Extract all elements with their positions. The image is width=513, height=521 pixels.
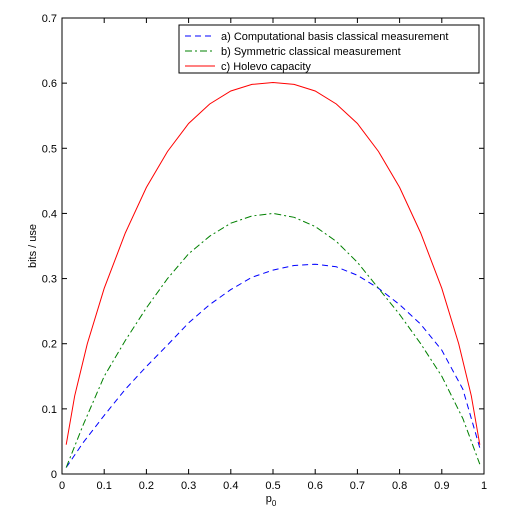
x-tick-label: 0 (59, 480, 65, 492)
x-tick-label: 0.8 (392, 480, 407, 492)
x-tick-label: 0.9 (434, 480, 449, 492)
x-tick-label: 0.1 (97, 480, 112, 492)
x-axis-label-subscript: 0 (272, 499, 277, 508)
y-axis-label: bits / use (27, 224, 39, 268)
series-line-2 (65, 212, 481, 468)
y-axis: 0 0.1 0.2 0.3 0.4 0.5 0.6 0.7 (42, 13, 484, 481)
legend: a) Computational basis classical measure… (178, 24, 480, 74)
x-tick-label: 0.3 (181, 480, 196, 492)
plot-area (61, 17, 485, 475)
y-tick-label: 0 (51, 469, 57, 481)
y-tick-label: 0.1 (42, 404, 57, 416)
x-tick-label: 0.6 (308, 480, 323, 492)
series-layer (65, 81, 481, 468)
y-tick-label: 0.4 (42, 208, 57, 220)
x-tick-label: 0.4 (223, 480, 238, 492)
y-tick-label: 0.7 (42, 13, 57, 25)
y-tick-label: 0.2 (42, 339, 57, 351)
x-tick-label: 1 (481, 480, 487, 492)
x-tick-label: 0.7 (350, 480, 365, 492)
y-tick-label: 0.5 (42, 143, 57, 155)
legend-box (178, 24, 480, 74)
x-axis-label: p0 (266, 493, 277, 508)
legend-entry-3: c) Holevo capacity (221, 61, 311, 73)
x-axis: 0 0.1 0.2 0.3 0.4 0.5 0.6 0.7 0.8 0.9 1 (59, 18, 487, 492)
series-line-3 (65, 81, 481, 445)
y-tick-label: 0.6 (42, 78, 57, 90)
legend-entry-1: a) Computational basis classical measure… (221, 31, 448, 43)
y-tick-label: 0.3 (42, 274, 57, 286)
legend-entry-2: b) Symmetric classical measurement (221, 46, 401, 58)
x-tick-label: 0.2 (139, 480, 154, 492)
x-axis-label-main: p (266, 493, 272, 505)
series-line-1 (65, 263, 481, 468)
x-tick-label: 0.5 (265, 480, 280, 492)
